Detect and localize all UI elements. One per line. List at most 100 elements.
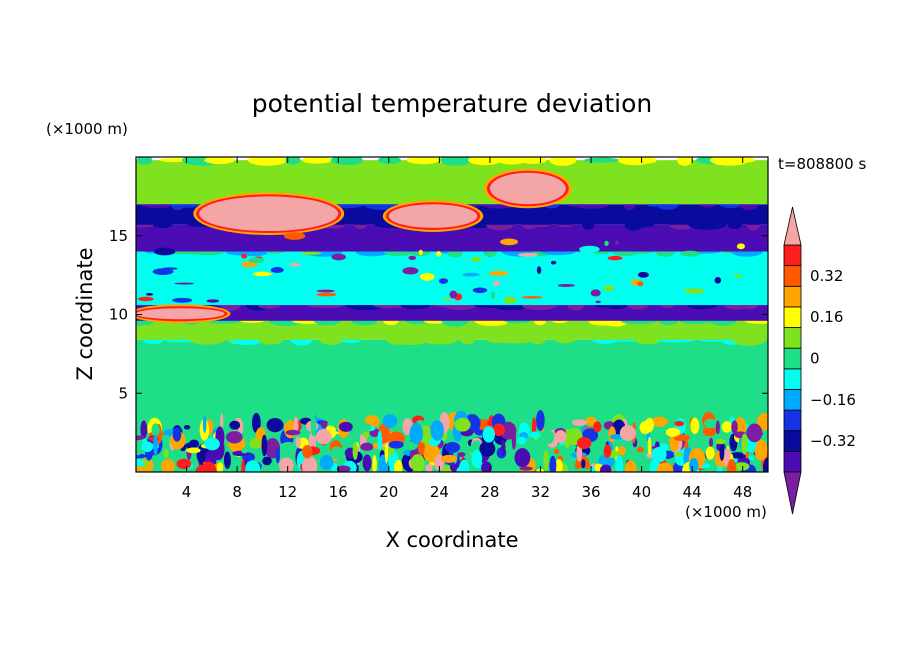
speckle (316, 292, 337, 297)
anomaly-core-1 (388, 204, 478, 228)
turbulence-cell (555, 430, 567, 443)
turbulence-cell (715, 438, 726, 445)
band-edge (285, 157, 301, 165)
turbulence-cell (733, 462, 750, 471)
turbulence-cell (543, 450, 549, 471)
turbulence-cell (690, 417, 700, 434)
turbulence-cell (499, 459, 507, 472)
turbulence-cell (330, 446, 344, 460)
turbulence-cell (160, 459, 176, 472)
turbulence-cell (702, 426, 717, 437)
speckle (462, 272, 480, 277)
turbulence-cell (163, 449, 169, 458)
turbulence-cell (708, 437, 714, 448)
speckle (714, 276, 722, 284)
turbulence-cell (302, 444, 313, 459)
y-axis-label: Z coordinate (73, 247, 97, 380)
band-edge (633, 157, 657, 164)
turbulence-cell (249, 438, 262, 449)
turbulence-cell (352, 442, 358, 461)
turbulence-cell (673, 434, 690, 442)
turbulence-cell (689, 457, 699, 472)
turbulence-cell (141, 441, 154, 453)
turbulence-cell (674, 420, 685, 427)
turbulence-cell (584, 416, 597, 426)
turbulence-cell (555, 459, 563, 472)
turbulence-cell (241, 448, 249, 454)
colorbar-min-arrow (783, 471, 802, 515)
colorbar-segment (783, 265, 802, 287)
speckle (241, 253, 248, 259)
y-tick-label: 10 (109, 306, 128, 324)
x-tick-label: 16 (329, 483, 348, 501)
turbulence-cell (302, 456, 318, 472)
turbulence-cell (754, 439, 768, 461)
speckle (521, 296, 543, 299)
speckle (736, 243, 745, 250)
x-tick-label: 48 (733, 483, 752, 501)
turbulence-cell (705, 446, 715, 460)
turbulence-cell (229, 420, 241, 430)
turbulence-cell (384, 442, 389, 464)
band-edge (137, 157, 153, 165)
colorbar-label: −0.32 (810, 432, 856, 450)
speckle (470, 256, 482, 262)
colorbar-label: 0 (810, 350, 820, 368)
speckle (579, 245, 600, 253)
speckle (162, 267, 178, 270)
band-1 (136, 339, 768, 421)
turbulence-cell (665, 427, 681, 437)
turbulence-cell (153, 434, 158, 456)
x-tick-label: 20 (379, 483, 398, 501)
turbulence-cell (136, 435, 143, 456)
turbulence-cell (619, 425, 636, 441)
turbulence-cell (223, 451, 231, 470)
turbulence-cell (278, 457, 294, 472)
turbulence-cell (338, 421, 353, 432)
speckle (472, 287, 488, 294)
turbulence-cell (216, 462, 224, 472)
speckle (493, 280, 500, 287)
turbulence-cell (220, 413, 224, 431)
turbulence-cell (624, 460, 637, 472)
turbulence-cell (617, 446, 626, 456)
x-axis-label: X coordinate (385, 528, 518, 552)
turbulence-cell (581, 459, 586, 469)
band-edge (204, 157, 235, 165)
turbulence-cell (514, 448, 531, 468)
band-edge (468, 157, 502, 166)
turbulence-cell (656, 462, 674, 472)
speckle (289, 262, 301, 267)
colorbar-max-arrow (783, 206, 802, 246)
turbulence-cell (519, 466, 533, 471)
turbulence-cell (441, 465, 453, 472)
speckle (536, 266, 542, 275)
band-edge (549, 157, 577, 166)
turbulence-cell (741, 433, 748, 455)
band-edge (341, 157, 363, 165)
turbulence-cell (320, 420, 328, 429)
turbulence-cell (360, 423, 371, 432)
turbulence-cell (275, 447, 280, 464)
turbulence-cell (188, 439, 200, 448)
turbulence-cell (241, 459, 246, 472)
speckle (595, 300, 601, 304)
turbulence-cell (295, 436, 301, 448)
turbulence-cell (716, 465, 723, 472)
turbulence-cell (172, 427, 182, 442)
turbulence-cell (151, 423, 160, 437)
turbulence-cell (651, 446, 667, 463)
turbulence-cell (430, 420, 444, 441)
colorbar-segment (783, 347, 802, 370)
turbulence-cell (266, 418, 284, 433)
colorbar-segment (783, 389, 802, 411)
turbulence-cell (719, 444, 725, 461)
turbulence-cell (492, 423, 505, 437)
turbulence-cell (360, 442, 374, 451)
speckle (637, 271, 649, 278)
x-tick-label: 8 (232, 483, 242, 501)
x-tick-label: 40 (632, 483, 651, 501)
speckle (137, 296, 154, 302)
turbulence-cell (280, 441, 297, 451)
turbulence-cell (615, 455, 624, 472)
